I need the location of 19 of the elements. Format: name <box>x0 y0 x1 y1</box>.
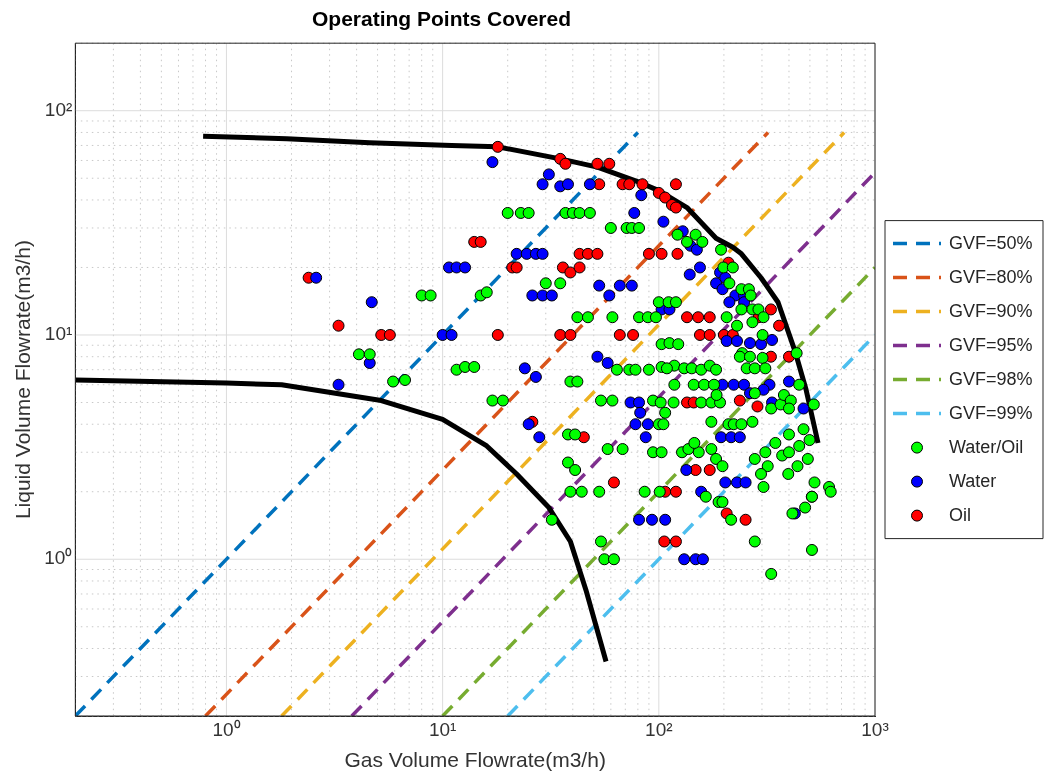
legend-label: GVF=90% <box>949 300 1033 321</box>
x-tick-label: 10¹ <box>428 718 457 740</box>
legend-label: Oil <box>949 504 971 525</box>
legend-label: GVF=50% <box>949 232 1033 253</box>
legend-label: GVF=95% <box>949 334 1033 355</box>
legend-label: GVF=80% <box>949 266 1033 287</box>
legend-label: GVF=99% <box>949 402 1033 423</box>
y-tick-label: 10¹ <box>44 323 73 345</box>
legend-label: GVF=98% <box>949 368 1033 389</box>
y-tick-label: 10² <box>44 98 73 120</box>
x-axis-title: Gas Volume Flowrate(m3/h) <box>344 748 606 772</box>
chart-title: Operating Points Covered <box>311 7 572 31</box>
legend-label: Water <box>949 470 997 491</box>
y-axis-title: Liquid Volume Flowrate(m3/h) <box>11 240 35 520</box>
x-tick-label: 10³ <box>861 718 889 740</box>
legend-label: Water/Oil <box>949 436 1024 457</box>
y-tick-label: 10⁰ <box>44 547 73 569</box>
x-tick-label: 10² <box>645 718 673 740</box>
x-tick-label: 10⁰ <box>212 718 241 740</box>
